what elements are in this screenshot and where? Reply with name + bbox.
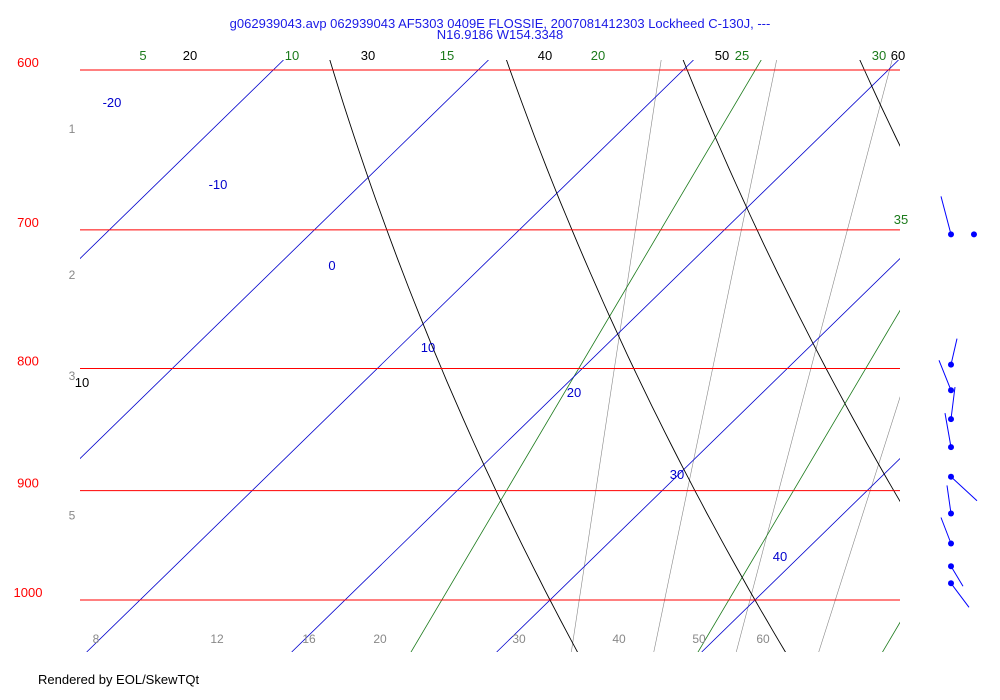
wind-barb-dot xyxy=(948,387,954,394)
wind-barb-dot xyxy=(948,563,954,570)
height-label: 3 xyxy=(69,369,76,383)
wind-barb-staff xyxy=(944,413,952,448)
dry-adiabat-label: 10 xyxy=(75,375,89,390)
pressure-label: 600 xyxy=(17,55,39,70)
title-line-2: N16.9186 W154.3348 xyxy=(436,27,564,42)
wind-barb-dot xyxy=(948,540,954,547)
wind-barb-staff xyxy=(950,565,964,587)
wind-barb-staff xyxy=(946,485,952,514)
dry-adiabat-label: 50 xyxy=(715,48,729,63)
isotherm-label: -10 xyxy=(209,177,228,192)
wind-barb-dot xyxy=(948,444,954,451)
mixing-ratio-label: 25 xyxy=(735,48,749,63)
dry-adiabat-label: 40 xyxy=(538,48,552,63)
bottom-axis-label: 16 xyxy=(302,632,316,646)
bottom-axis-label: 40 xyxy=(612,632,626,646)
height-label: 2 xyxy=(69,268,76,282)
wind-barb-dot xyxy=(948,416,954,423)
moist-adiabat-line xyxy=(980,0,1000,660)
footer-credit: Rendered by EOL/SkewTQt xyxy=(38,672,200,687)
dry-adiabat-line xyxy=(859,60,900,147)
mixing-ratio-line xyxy=(410,60,762,652)
chart-title: g062939043.avp 062939043 AF5303 0409E FL… xyxy=(150,16,850,42)
wind-barb-staff xyxy=(940,517,952,544)
dry-adiabat-line xyxy=(682,60,900,503)
bottom-axis-label: 50 xyxy=(692,632,706,646)
dry-adiabat-label: 30 xyxy=(361,48,375,63)
pressure-label: 1000 xyxy=(14,585,43,600)
mixing-ratio-label: 30 xyxy=(872,48,886,63)
wind-barb-dot xyxy=(948,231,954,238)
wind-barb-staff xyxy=(950,582,970,608)
isotherm-label: 30 xyxy=(670,467,684,482)
bottom-axis-label: 8 xyxy=(93,632,100,646)
bottom-axis-label: 60 xyxy=(756,632,770,646)
dry-adiabat-line xyxy=(329,60,578,652)
isotherm-line xyxy=(80,60,489,460)
wind-barb-staff xyxy=(950,387,956,420)
bottom-axis-label: 20 xyxy=(373,632,387,646)
mixing-ratio-label: 10 xyxy=(285,48,299,63)
isotherm-line xyxy=(701,457,900,652)
mixing-ratio-line xyxy=(697,309,900,652)
isobars xyxy=(80,69,900,601)
isotherm-label: 40 xyxy=(773,549,787,564)
wind-barb-staff xyxy=(940,196,952,235)
isotherm-label: 20 xyxy=(567,385,581,400)
bottom-axis-label: 30 xyxy=(512,632,526,646)
isotherm-line xyxy=(0,60,79,652)
dry-adiabat-line xyxy=(506,60,786,652)
moist-adiabat-line xyxy=(735,60,893,652)
moist-adiabat-line xyxy=(653,60,777,652)
wind-barbs xyxy=(938,196,978,608)
isotherm-line xyxy=(80,60,284,260)
dry-adiabat-label: 60 xyxy=(891,48,905,63)
mixing-ratio-label: 20 xyxy=(591,48,605,63)
wind-barb-dot xyxy=(948,510,954,517)
isotherm-line xyxy=(86,60,694,652)
moist-adiabat-line xyxy=(898,0,1000,660)
wind-barb-dot xyxy=(948,473,954,480)
wind-barb-staff xyxy=(950,476,978,502)
isotherm-line xyxy=(496,257,900,652)
dewpoint-point xyxy=(970,231,977,238)
wind-barb-staff xyxy=(950,338,958,365)
moist-adiabats xyxy=(571,0,1000,660)
isotherms xyxy=(0,60,900,652)
mixing-ratio-lines xyxy=(410,60,900,652)
mixing-ratio-line xyxy=(882,621,900,652)
wind-barb-staff xyxy=(938,360,952,391)
dry-adiabats xyxy=(329,60,900,652)
mixing-ratio-label: 15 xyxy=(440,48,454,63)
sounding-traces xyxy=(970,231,977,238)
height-label: 1 xyxy=(69,122,76,136)
isotherm-line xyxy=(291,60,899,652)
title-line-1: g062939043.avp 062939043 AF5303 0409E FL… xyxy=(229,16,771,31)
isotherm-label: 0 xyxy=(328,258,335,273)
isotherm-label: 10 xyxy=(421,340,435,355)
wind-barb-dot xyxy=(948,361,954,368)
height-label: 5 xyxy=(69,509,76,523)
isotherm-label: -20 xyxy=(103,95,122,110)
pressure-label: 800 xyxy=(17,353,39,368)
mixing-ratio-label: 5 xyxy=(139,48,146,63)
moist-adiabat-line xyxy=(818,396,900,652)
moist-adiabat-line xyxy=(571,60,662,652)
mixing-ratio-label: 35 xyxy=(894,212,908,227)
dry-adiabat-label: 20 xyxy=(183,48,197,63)
wind-barb-dot xyxy=(948,580,954,587)
bottom-axis-label: 12 xyxy=(210,632,224,646)
pressure-label: 700 xyxy=(17,215,39,230)
pressure-label: 900 xyxy=(17,476,39,491)
